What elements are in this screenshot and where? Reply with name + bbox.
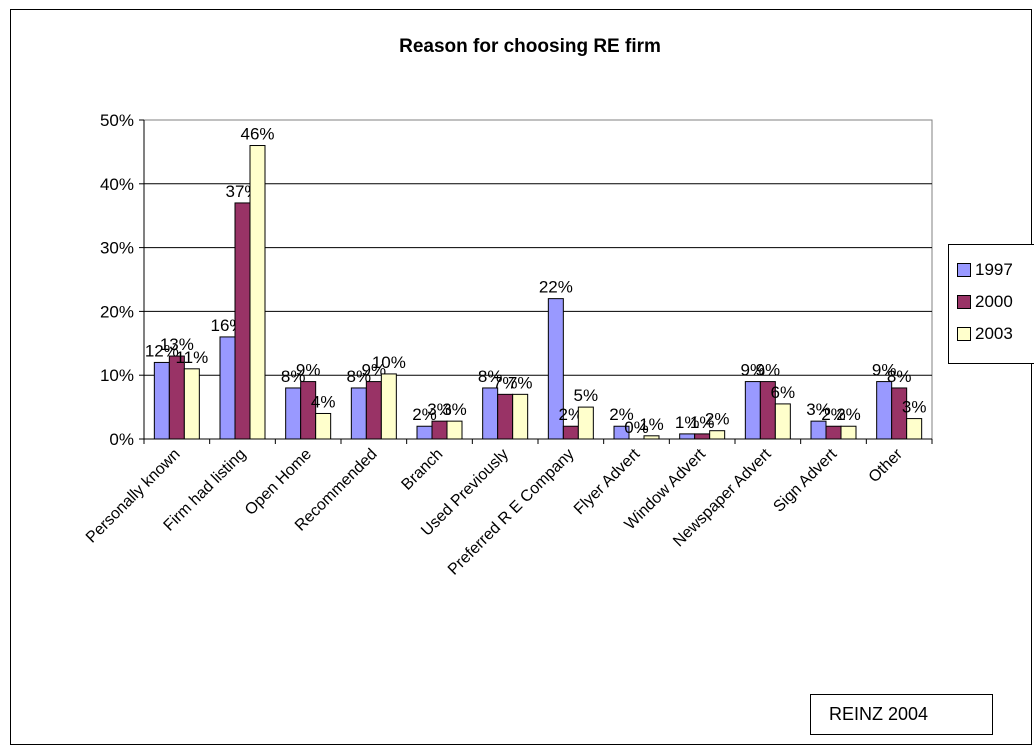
data-label: 9% <box>741 361 766 380</box>
data-label: 0% <box>624 418 649 437</box>
y-tick-label: 10% <box>100 366 134 385</box>
data-label: 1% <box>675 413 700 432</box>
data-label: 7% <box>508 373 533 392</box>
legend-label: 1997 <box>975 260 1013 279</box>
data-label: 1% <box>639 415 664 434</box>
bar-1997-11 <box>876 381 893 440</box>
data-label: 11% <box>175 348 208 367</box>
source-label: REINZ 2004 <box>810 694 993 735</box>
x-tick-label: Preferred R E Company <box>445 446 578 579</box>
data-label: 5% <box>574 386 599 405</box>
bar-2003-2 <box>315 412 332 440</box>
legend: 1997 2000 2003 <box>948 244 1034 364</box>
bar-1997-5 <box>482 387 499 440</box>
x-tick-label: Branch <box>398 446 446 494</box>
data-label: 9% <box>872 361 897 380</box>
legend-item-2000: 2000 <box>957 291 1013 313</box>
x-tick-label: Other <box>866 445 907 486</box>
chart-frame <box>10 9 1032 745</box>
data-label: 3% <box>442 400 467 419</box>
chart-title: Reason for choosing RE firm <box>399 36 661 57</box>
data-label: 1% <box>690 413 715 432</box>
bar-2000-11 <box>891 387 908 440</box>
bar-2003-3 <box>380 373 397 440</box>
legend-swatch <box>957 326 971 341</box>
data-label: 2% <box>836 405 861 424</box>
legend-swatch <box>957 262 971 277</box>
y-tick-label: 30% <box>100 239 134 258</box>
legend-label: 2000 <box>975 292 1013 311</box>
data-label: 13% <box>160 335 194 354</box>
bar-2000-1 <box>234 202 251 440</box>
bar-2003-8 <box>709 430 726 440</box>
data-label: 10% <box>372 353 406 372</box>
x-tick-label: Flyer Advert <box>571 445 644 518</box>
data-label: 4% <box>311 392 336 411</box>
data-label: 2% <box>705 410 730 429</box>
bar-2000-8 <box>694 433 711 440</box>
bar-1997-1 <box>219 336 236 440</box>
data-label: 22% <box>539 278 573 297</box>
bar-2003-10 <box>840 425 857 440</box>
data-label: 46% <box>240 125 274 144</box>
data-label: 7% <box>493 373 518 392</box>
data-label: 2% <box>559 405 584 424</box>
bar-1997-3 <box>350 387 367 440</box>
y-tick-label: 40% <box>100 175 134 194</box>
bar-2000-4 <box>431 420 448 440</box>
bar-2000-0 <box>168 355 185 440</box>
bar-1997-2 <box>285 387 302 440</box>
data-label: 2% <box>412 405 437 424</box>
bar-1997-8 <box>679 433 696 440</box>
bar-2003-6 <box>577 406 594 440</box>
legend-item-1997: 1997 <box>957 259 1013 281</box>
x-tick-label: Sign Advert <box>770 445 840 515</box>
x-tick-label: Open Home <box>242 446 315 519</box>
bar-1997-4 <box>416 425 433 440</box>
data-label: 8% <box>887 367 912 386</box>
bar-2000-3 <box>365 381 382 440</box>
bar-1997-6 <box>547 298 564 440</box>
bar-2003-1 <box>249 145 266 440</box>
legend-item-2003: 2003 <box>957 323 1013 345</box>
data-label: 2% <box>609 405 634 424</box>
bar-2000-10 <box>825 425 842 440</box>
data-label: 6% <box>771 383 796 402</box>
bar-2003-0 <box>183 368 200 440</box>
data-label: 3% <box>806 400 831 419</box>
bar-2000-5 <box>497 393 514 440</box>
bar-2003-11 <box>906 418 923 440</box>
bar-2003-4 <box>446 420 463 440</box>
bar-2003-5 <box>512 393 529 440</box>
bar-1997-9 <box>744 381 761 440</box>
y-tick-label: 50% <box>100 111 134 130</box>
bar-1997-0 <box>153 361 170 440</box>
bar-2003-7 <box>643 435 660 440</box>
y-tick-label: 20% <box>100 302 134 321</box>
data-label: 8% <box>347 367 372 386</box>
bar-2000-6 <box>562 425 579 440</box>
data-label: 8% <box>281 367 306 386</box>
data-label: 3% <box>427 400 452 419</box>
data-label: 8% <box>478 367 503 386</box>
y-tick-label: 0% <box>109 430 134 449</box>
bar-2003-9 <box>774 403 791 440</box>
bar-1997-7 <box>613 425 630 440</box>
legend-label: 2003 <box>975 324 1013 343</box>
bar-2000-2 <box>300 381 317 440</box>
data-label: 2% <box>821 405 846 424</box>
data-label: 9% <box>362 361 387 380</box>
legend-swatch <box>957 294 971 309</box>
data-label: 9% <box>296 361 321 380</box>
data-label: 9% <box>756 361 781 380</box>
data-label: 3% <box>902 398 927 417</box>
